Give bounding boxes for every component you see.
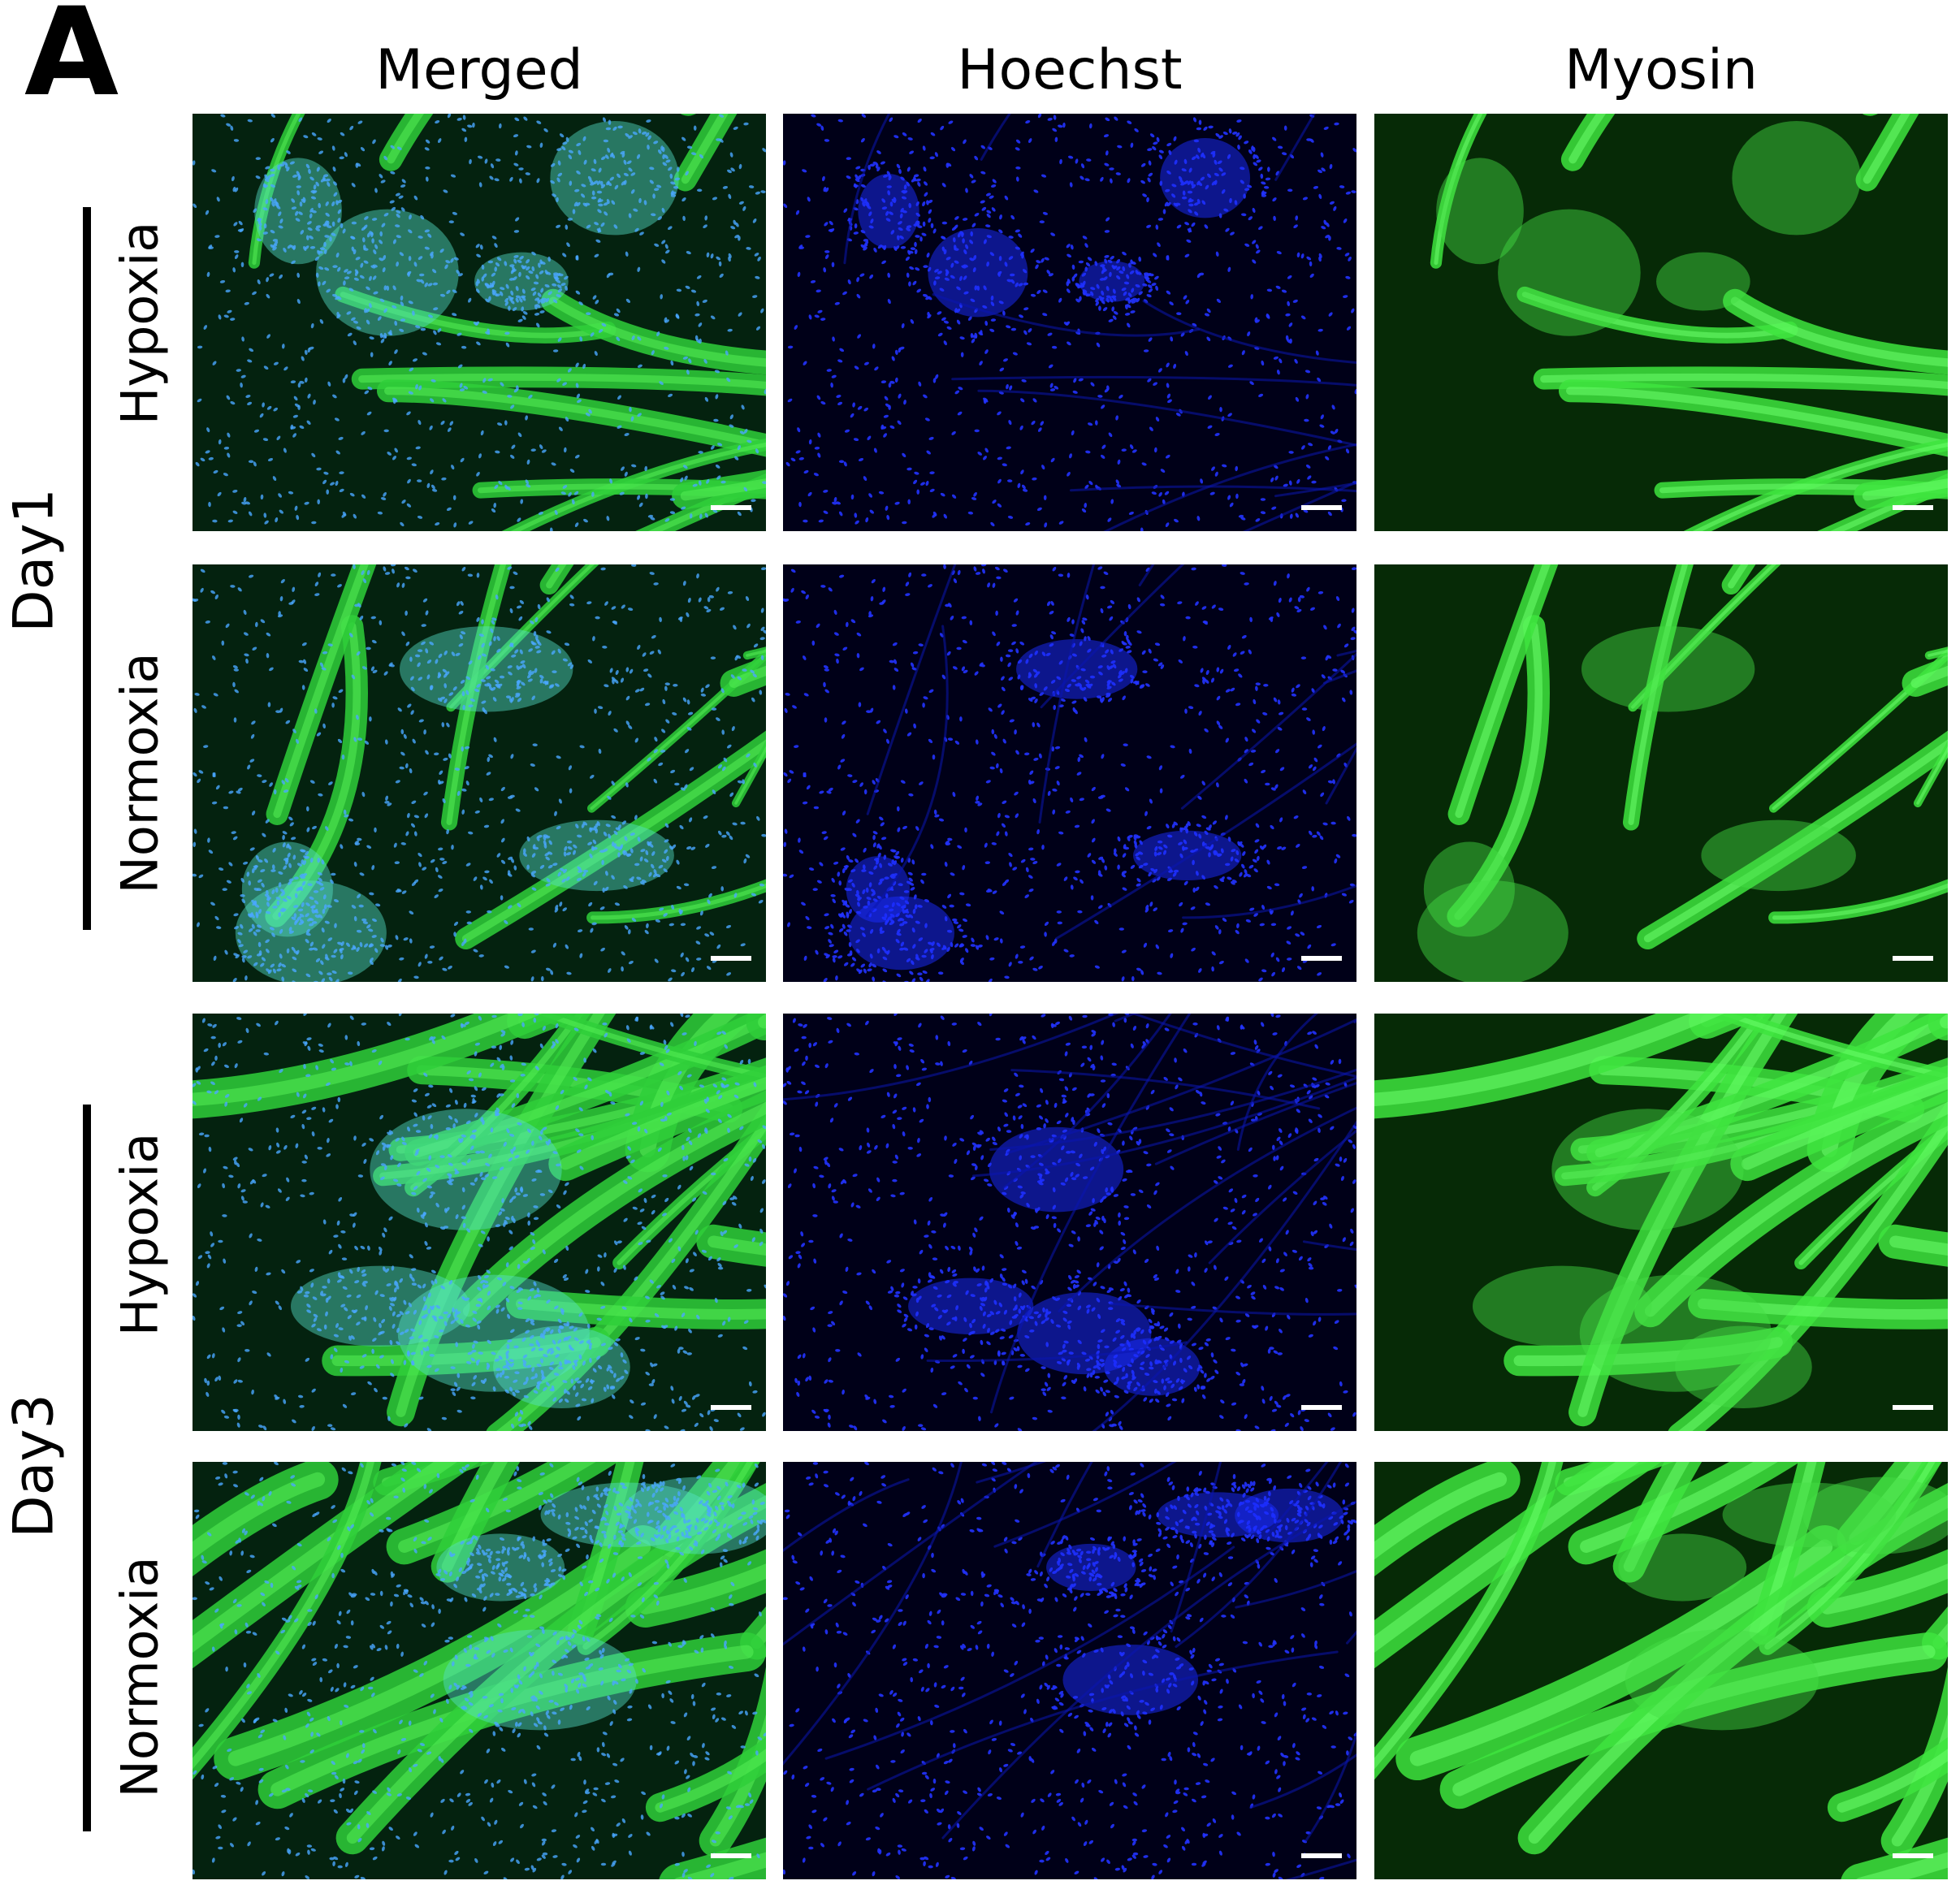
micrograph-day1-hypoxia-merged [193, 114, 766, 531]
micrograph-day1-normoxia-merged [193, 564, 766, 982]
scale-bar [1893, 956, 1933, 961]
micrograph-day3-hypoxia-myosin [1374, 1014, 1948, 1431]
column-header-hoechst: Hoechst [957, 38, 1183, 102]
panel-letter: A [24, 0, 119, 123]
condition-label-day1-normoxia: Normoxia [110, 652, 170, 894]
day3-bar [83, 1105, 91, 1831]
micrograph-day3-normoxia-hoechst [783, 1462, 1356, 1879]
scale-bar [711, 505, 751, 510]
condition-label-day3-normoxia: Normoxia [110, 1556, 170, 1798]
condition-label-day3-hypoxia: Hypoxia [110, 1132, 170, 1337]
scale-bar [711, 956, 751, 961]
micrograph-day1-hypoxia-myosin [1374, 114, 1948, 531]
day3-label: Day3 [2, 1394, 67, 1538]
column-header-myosin: Myosin [1564, 38, 1758, 102]
micrograph-day3-normoxia-merged [193, 1462, 766, 1879]
scale-bar [1301, 1853, 1342, 1858]
micrograph-day1-hypoxia-hoechst [783, 114, 1356, 531]
day1-label: Day1 [2, 488, 67, 633]
column-header-merged: Merged [375, 38, 583, 102]
scale-bar [1893, 505, 1933, 510]
scale-bar [1893, 1405, 1933, 1410]
day1-bar [83, 207, 91, 930]
scale-bar [1301, 1405, 1342, 1410]
scale-bar [711, 1853, 751, 1858]
scale-bar [1301, 956, 1342, 961]
scale-bar [1893, 1853, 1933, 1858]
micrograph-day3-hypoxia-merged [193, 1014, 766, 1431]
condition-label-day1-hypoxia: Hypoxia [110, 221, 170, 426]
micrograph-day3-hypoxia-hoechst [783, 1014, 1356, 1431]
micrograph-day1-normoxia-myosin [1374, 564, 1948, 982]
scale-bar [1301, 505, 1342, 510]
scale-bar [711, 1405, 751, 1410]
micrograph-day3-normoxia-myosin [1374, 1462, 1948, 1879]
micrograph-day1-normoxia-hoechst [783, 564, 1356, 982]
